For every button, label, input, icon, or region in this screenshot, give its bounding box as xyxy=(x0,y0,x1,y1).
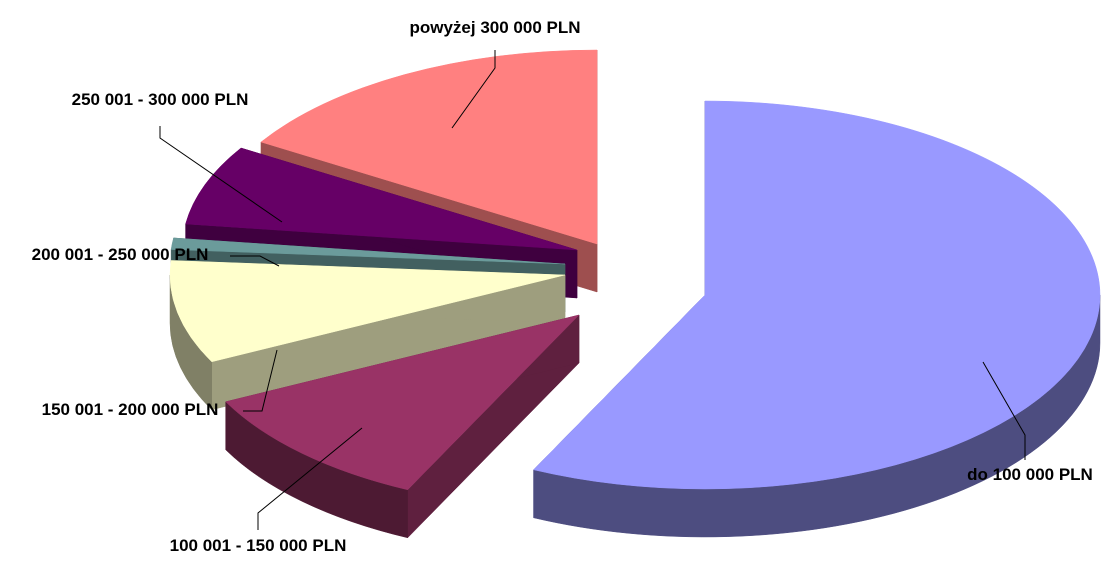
pie-slice xyxy=(225,314,580,539)
slice-label: powyżej 300 000 PLN xyxy=(409,18,580,37)
slice-label: 100 001 - 150 000 PLN xyxy=(170,536,347,555)
leader-line xyxy=(159,126,283,223)
slice-label: do 100 000 PLN xyxy=(967,465,1093,484)
slice-label: 250 001 - 300 000 PLN xyxy=(72,90,249,109)
leader-line xyxy=(257,427,363,530)
leader-line xyxy=(230,255,280,267)
leader-line xyxy=(451,50,496,129)
pie-slice xyxy=(169,260,566,411)
leader-line xyxy=(982,361,1026,460)
slice-labels: do 100 000 PLN 100 001 - 150 000 PLN 150 0… xyxy=(32,18,1093,555)
pie-slices xyxy=(169,49,1101,539)
slice-label: 150 001 - 200 000 PLN xyxy=(42,400,219,419)
leader-line xyxy=(243,349,278,412)
slice-label: 200 001 - 250 000 PLN xyxy=(32,245,209,264)
